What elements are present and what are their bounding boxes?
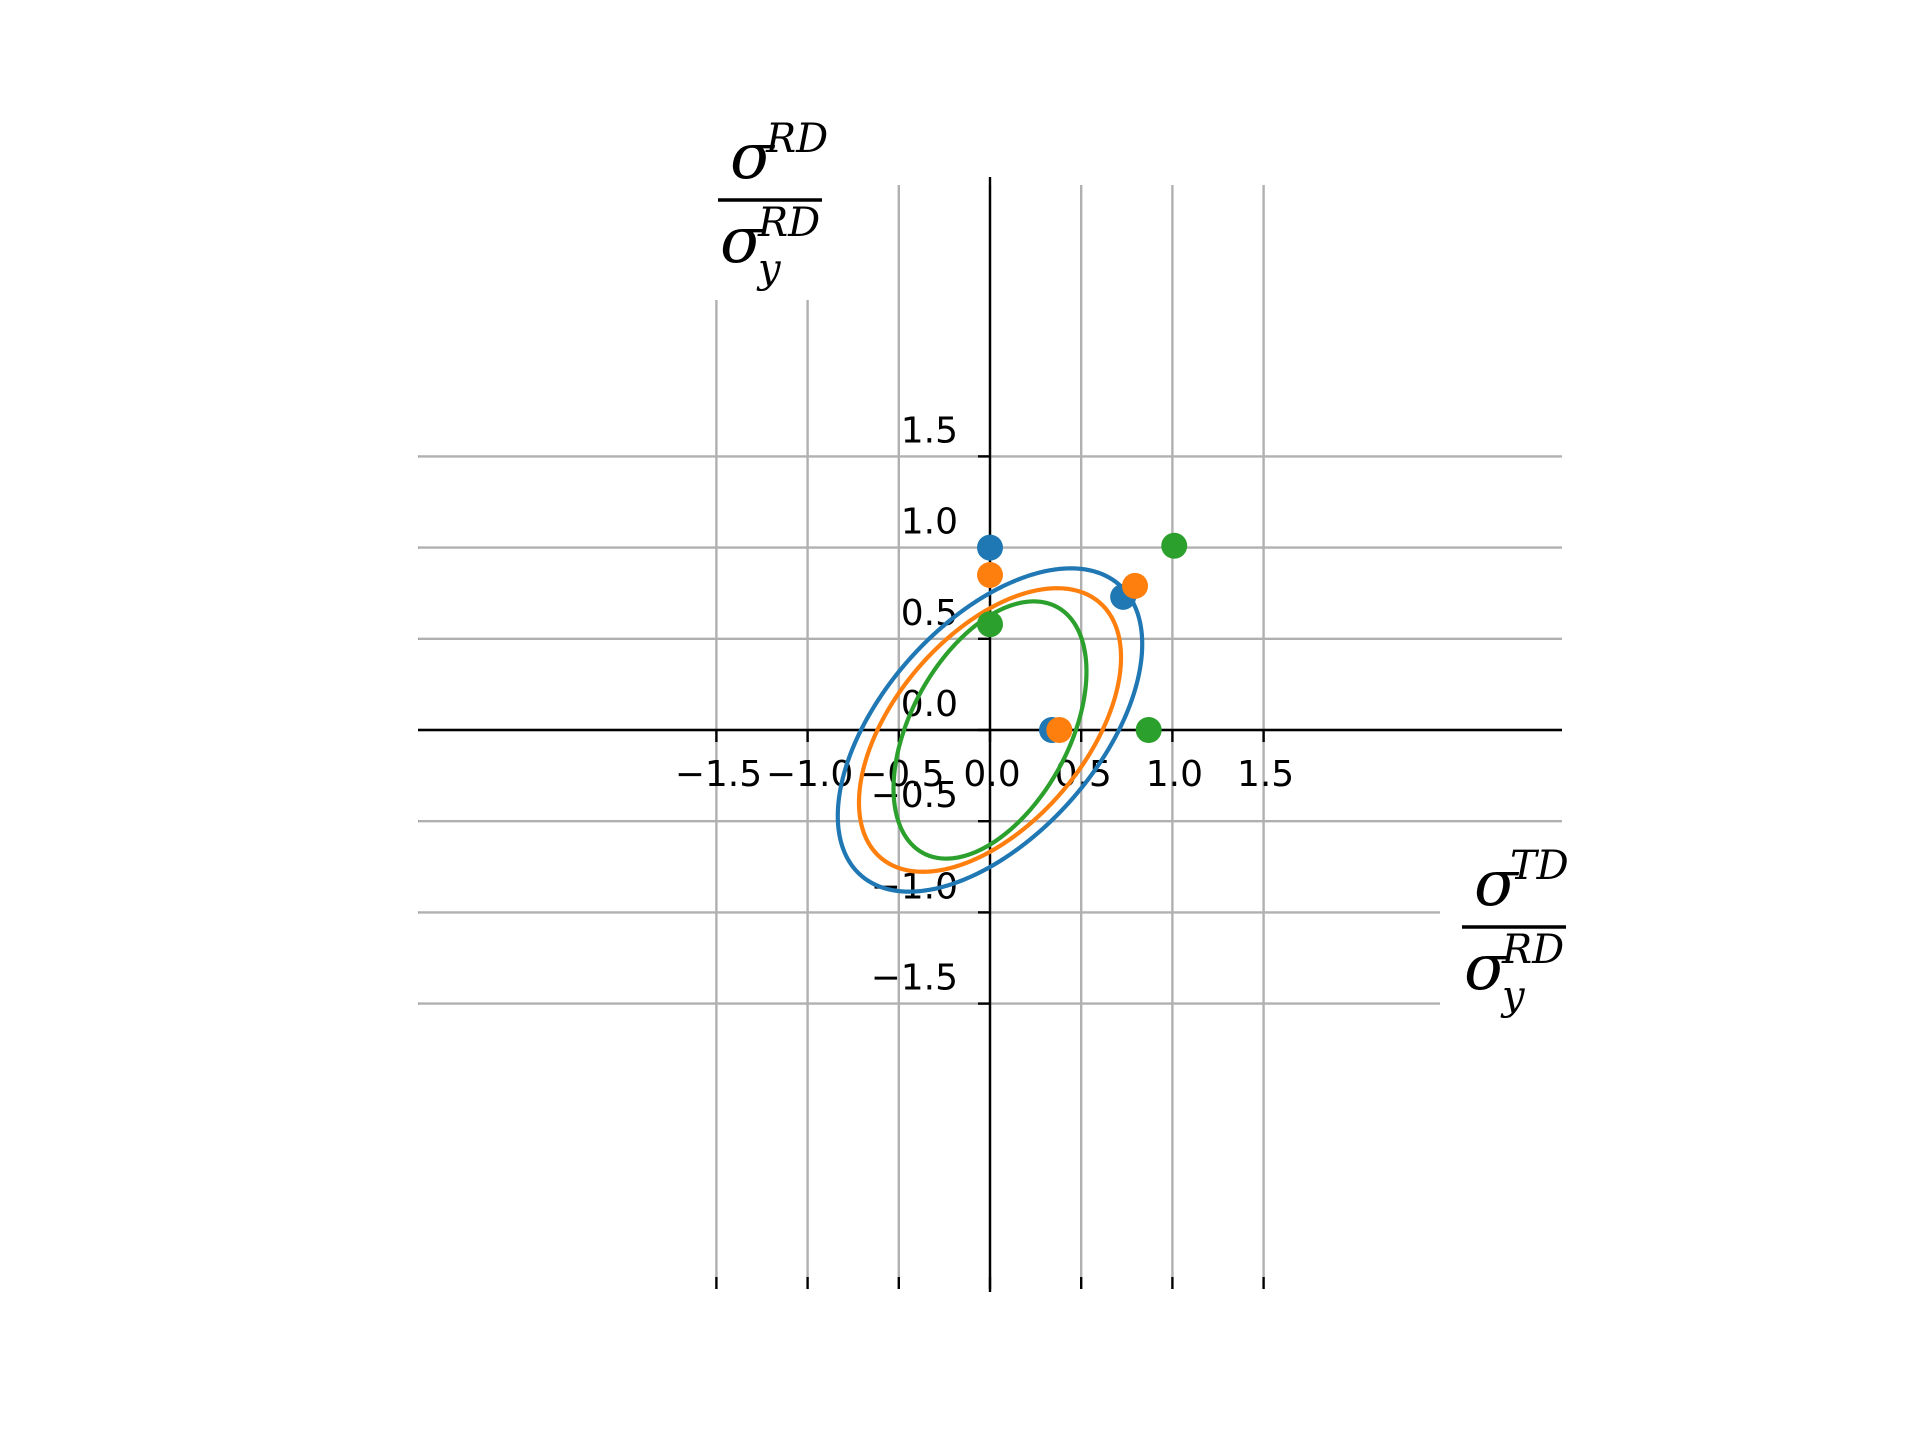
data-point-series-1	[977, 534, 1003, 561]
yield-curve-3	[891, 599, 1089, 861]
yield-curves	[835, 566, 1145, 894]
x-axis-label-denominator: σ	[1464, 931, 1510, 1005]
y-tick-label: −1.5	[871, 958, 958, 999]
y-axis-label-denominator-sup: RD	[757, 200, 820, 246]
x-tick-label: −1.5	[675, 754, 762, 795]
grid	[418, 128, 1580, 1277]
x-axis-label-numerator-sup: TD	[1510, 843, 1569, 889]
data-point-series-2	[1122, 572, 1149, 599]
axes: −1.5 −1.0 −0.5 0.0 0.5 1.0 1.5−1.5−1.0−0.50.00…	[418, 177, 1562, 1292]
y-tick-label: 0.5	[901, 593, 958, 634]
y-axis-label-denominator-sub: y	[756, 246, 782, 292]
y-tick-label: 1.5	[901, 410, 958, 451]
data-point-series-2	[1046, 717, 1073, 743]
x-axis-label-denominator-sub: y	[1500, 973, 1526, 1019]
data-point-series-3	[977, 611, 1003, 638]
x-tick-label: 1.0	[1146, 754, 1203, 795]
yield-curve-1	[835, 566, 1145, 894]
x-axis-label-numerator: σ	[1474, 847, 1520, 921]
data-point-series-2	[977, 561, 1003, 588]
x-axis-label-denominator-sup: RD	[1501, 927, 1564, 973]
data-point-series-3	[1135, 717, 1162, 743]
y-axis-label-denominator: σ	[720, 204, 766, 278]
xlabel-background	[1440, 845, 1580, 1027]
y-axis-label-numerator-sup: RD	[765, 116, 828, 162]
yield-curve-2	[856, 586, 1124, 874]
x-tick-label: 0.0	[963, 754, 1020, 795]
ylabel-background	[695, 128, 835, 300]
data-point-series-3	[1161, 532, 1188, 559]
x-tick-label: −0.5	[857, 754, 944, 795]
marker-points	[977, 532, 1188, 743]
x-tick-label: 1.5	[1237, 754, 1294, 795]
y-tick-label: −0.5	[871, 775, 958, 816]
y-axis-label-numerator: σ	[730, 120, 776, 194]
y-tick-label: 1.0	[901, 502, 958, 543]
